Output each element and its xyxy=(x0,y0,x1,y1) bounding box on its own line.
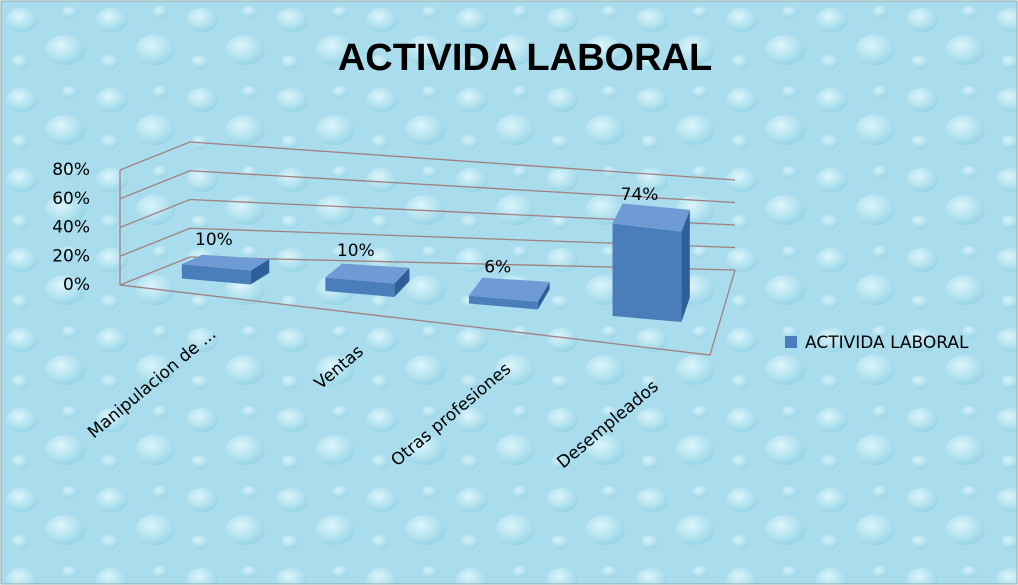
bar-top xyxy=(468,277,550,302)
grid-line xyxy=(119,198,736,229)
y-tick-label: 20% xyxy=(52,246,90,266)
y-tick-label: 0% xyxy=(63,275,90,295)
grid-line xyxy=(119,256,736,286)
legend-label: ACTIVIDA LABORAL xyxy=(805,333,969,353)
bar-side xyxy=(250,259,270,285)
data-label: 74% xyxy=(621,185,659,205)
bar-top xyxy=(325,263,410,284)
bar-side xyxy=(537,281,550,310)
grid-line xyxy=(119,170,736,204)
grid-line xyxy=(119,141,736,181)
y-tick-label: 80% xyxy=(52,160,90,180)
bar xyxy=(325,277,395,297)
data-label: 6% xyxy=(484,257,511,277)
bar xyxy=(612,223,682,322)
data-label: 10% xyxy=(337,241,375,261)
y-tick-label: 60% xyxy=(52,189,90,209)
data-label: 10% xyxy=(195,230,233,250)
chart-title: ACTIVIDA LABORAL xyxy=(338,37,712,79)
grid-line xyxy=(119,227,736,257)
bar xyxy=(468,295,538,310)
floor xyxy=(119,269,736,356)
bar-top xyxy=(612,203,690,232)
legend-swatch xyxy=(785,336,797,348)
bar xyxy=(181,264,251,285)
bar-side xyxy=(681,209,690,322)
bar-top xyxy=(181,254,270,271)
y-tick-label: 40% xyxy=(52,218,90,238)
bar-side xyxy=(394,267,410,297)
